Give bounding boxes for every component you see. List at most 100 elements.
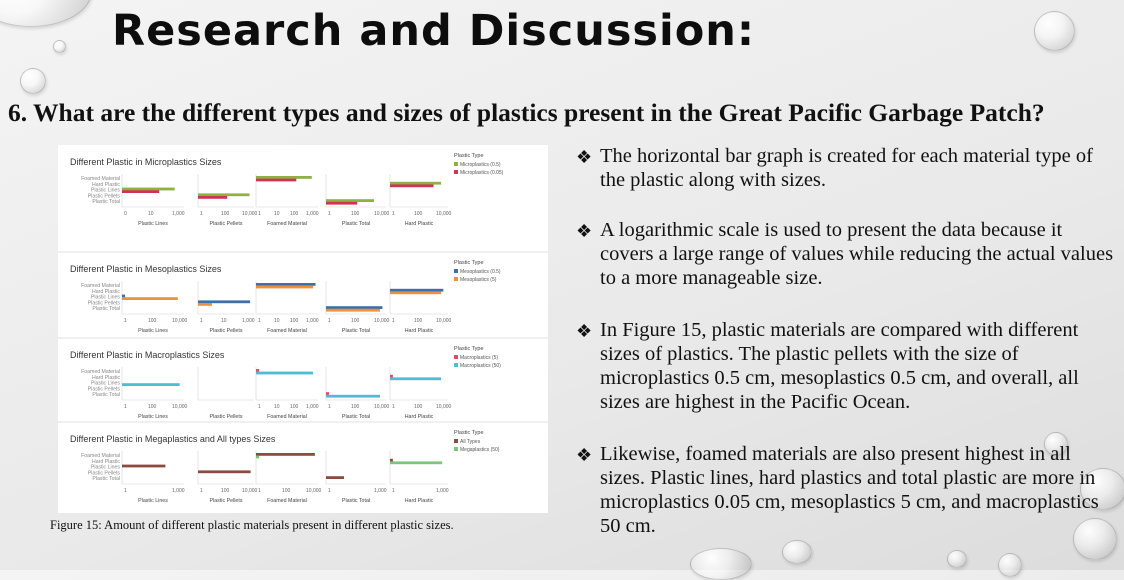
chart-title: Different Plastic in Mesoplastics Sizes xyxy=(70,264,222,274)
legend-swatch xyxy=(454,269,458,273)
tick-label: 100 xyxy=(148,404,157,410)
bullet-item: ❖ A logarithmic scale is used to present… xyxy=(576,218,1116,290)
tick-label: 10,000 xyxy=(436,211,452,217)
bar xyxy=(256,369,260,372)
legend-label: Macroplastics (5) xyxy=(460,355,498,361)
legend-label: All Types xyxy=(460,439,481,445)
bar xyxy=(390,374,393,378)
bullet-list: ❖ The horizontal bar graph is created fo… xyxy=(576,144,1116,538)
tick-label: 1 xyxy=(124,318,127,324)
bar xyxy=(390,458,393,462)
bar xyxy=(256,453,315,456)
water-drop-decoration xyxy=(947,550,967,568)
bullet-item: ❖ The horizontal bar graph is created fo… xyxy=(576,144,1116,192)
bar xyxy=(198,470,251,474)
tick-label: 1 xyxy=(392,211,395,217)
bar xyxy=(256,455,260,459)
bar xyxy=(122,187,175,191)
bar xyxy=(198,303,212,306)
chart-title: Different Plastic in Microplastics Sizes xyxy=(70,157,222,167)
tick-label: 100 xyxy=(414,404,423,410)
legend-label: Macroplastics (50) xyxy=(460,363,501,369)
panel-label: Plastic Lines xyxy=(138,221,168,227)
tick-label: 100 xyxy=(290,404,299,410)
row-label: Foamed Material xyxy=(81,176,120,182)
tick-label: 10,000 xyxy=(374,404,390,410)
row-label: Hard Plastic xyxy=(92,182,120,188)
tick-label: 10 xyxy=(221,318,227,324)
row-label: Foamed Material xyxy=(81,453,120,459)
row-label: Plastic Total xyxy=(92,476,120,482)
bullet-text: In Figure 15, plastic materials are comp… xyxy=(600,319,1079,413)
bar xyxy=(198,300,251,304)
chart-svg: Different Plastic in Microplastics Sizes… xyxy=(58,153,548,504)
tick-label: 100 xyxy=(221,488,230,494)
bar xyxy=(122,383,180,386)
water-drop-decoration xyxy=(1073,518,1117,560)
panel-label: Plastic Lines xyxy=(138,414,168,420)
diamond-bullet-icon: ❖ xyxy=(576,321,593,341)
tick-label: 100 xyxy=(351,211,360,217)
water-drop-decoration xyxy=(1044,432,1068,456)
bar xyxy=(390,461,443,465)
legend-swatch xyxy=(454,363,458,367)
bar xyxy=(122,297,178,300)
bar xyxy=(256,283,316,286)
bar xyxy=(198,193,250,197)
panel-label: Hard Plastic xyxy=(405,221,434,227)
row-label: Hard Plastic xyxy=(92,375,120,381)
diamond-bullet-icon: ❖ xyxy=(576,147,593,167)
bar xyxy=(390,377,442,381)
tick-label: 100 xyxy=(414,318,423,324)
row-label: Plastic Pellets xyxy=(88,193,121,199)
tick-label: 1,000 xyxy=(242,318,255,324)
panel-label: Plastic Total xyxy=(342,414,370,420)
bar xyxy=(326,476,344,479)
panel-label: Foamed Material xyxy=(267,328,307,334)
legend-swatch xyxy=(454,439,458,443)
tick-label: 100 xyxy=(148,318,157,324)
legend-label: Microplastics (0.05) xyxy=(460,170,504,176)
figure-15-charts: Different Plastic in Microplastics Sizes… xyxy=(58,145,548,513)
bar xyxy=(326,306,383,309)
legend-label: Mesoplastics (0.5) xyxy=(460,269,501,275)
slide-title: Research and Discussion: xyxy=(112,6,756,56)
bar xyxy=(122,464,166,468)
row-label: Plastic Lines xyxy=(91,465,121,471)
water-drop-decoration xyxy=(20,68,46,94)
bar xyxy=(122,190,160,193)
water-drop-decoration xyxy=(998,553,1022,577)
row-label: Plastic Total xyxy=(92,392,120,398)
tick-label: 1 xyxy=(124,488,127,494)
bullet-item: ❖ In Figure 15, plastic materials are co… xyxy=(576,318,1116,414)
water-drop-decoration xyxy=(0,0,92,27)
panel-label: Hard Plastic xyxy=(405,414,434,420)
tick-label: 1,000 xyxy=(374,488,387,494)
tick-label: 100 xyxy=(290,318,299,324)
slide-question: 6. What are the different types and size… xyxy=(8,98,1045,127)
panel-label: Foamed Material xyxy=(267,498,307,504)
tick-label: 1 xyxy=(124,404,127,410)
legend-label: Megaplastics (50) xyxy=(460,447,500,453)
tick-label: 10,000 xyxy=(306,488,322,494)
legend-title: Plastic Type xyxy=(454,260,484,266)
row-label: Foamed Material xyxy=(81,283,120,289)
tick-label: 100 xyxy=(282,488,291,494)
tick-label: 10,000 xyxy=(436,404,452,410)
panel-label: Plastic Total xyxy=(342,221,370,227)
bar xyxy=(122,294,126,298)
tick-label: 10 xyxy=(274,318,280,324)
tick-label: 1,000 xyxy=(306,318,319,324)
panel-label: Plastic Total xyxy=(342,498,370,504)
bar xyxy=(326,394,380,398)
bar xyxy=(390,181,442,185)
tick-label: 1 xyxy=(328,488,331,494)
panel-label: Plastic Pellets xyxy=(210,498,243,504)
row-label: Hard Plastic xyxy=(92,459,120,465)
row-label: Plastic Pellets xyxy=(88,470,121,476)
figure-caption: Figure 15: Amount of different plastic m… xyxy=(50,518,454,532)
tick-label: 1,000 xyxy=(172,211,185,217)
bar xyxy=(390,288,444,292)
row-label: Plastic Pellets xyxy=(88,386,121,392)
water-drop-decoration xyxy=(53,40,66,53)
